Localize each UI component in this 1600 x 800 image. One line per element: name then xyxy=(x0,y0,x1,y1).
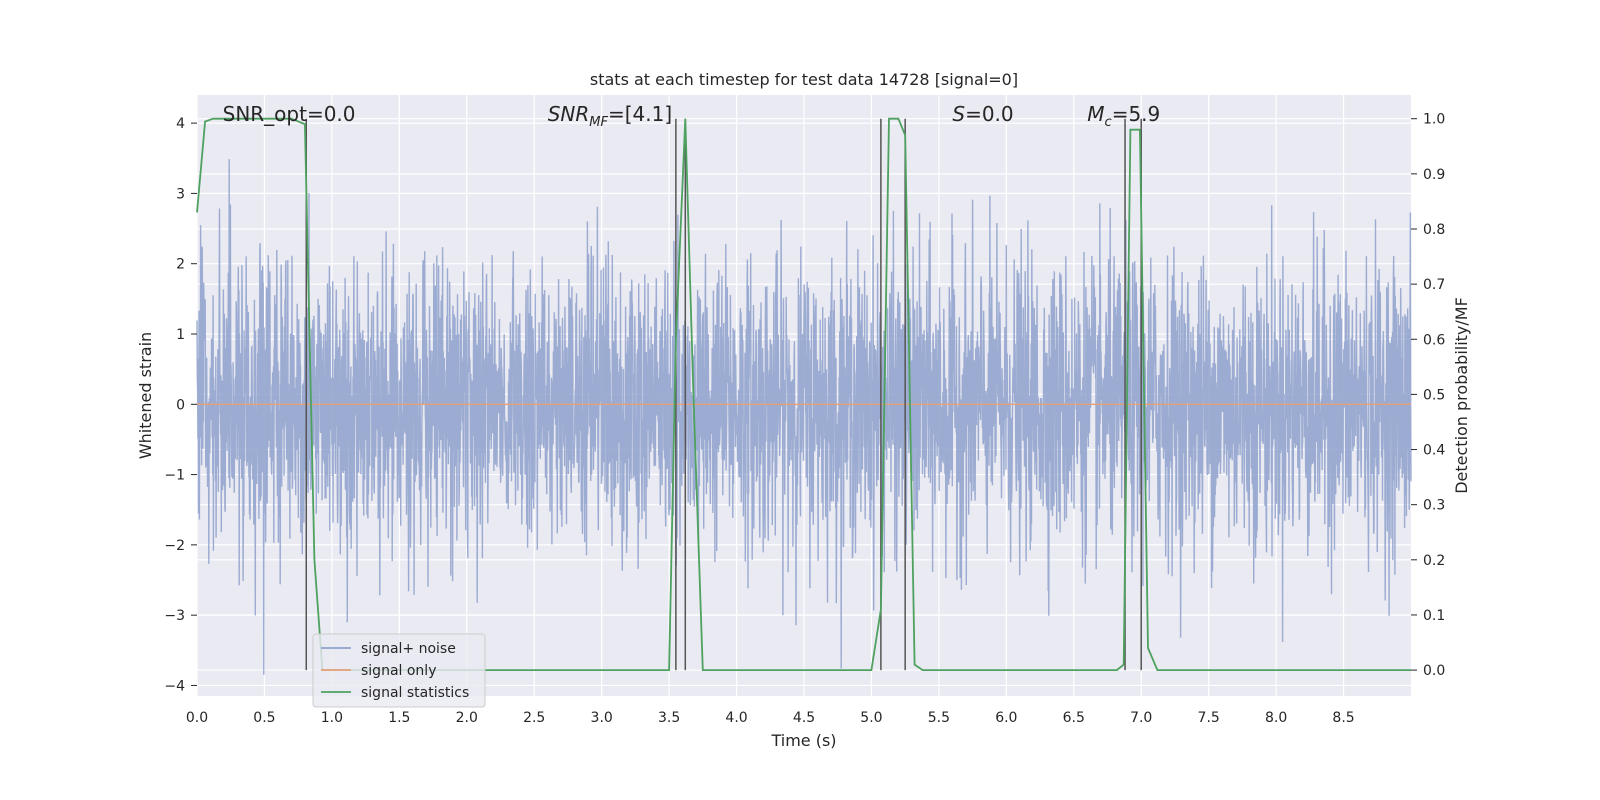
legend: signal+ noise signal only signal statistic… xyxy=(312,633,486,708)
y-tick-label: 0 xyxy=(176,397,185,413)
x-tick-label: 2.0 xyxy=(456,710,478,726)
x-tick-label: 8.0 xyxy=(1265,710,1287,726)
y-tick-label: −3 xyxy=(164,608,185,624)
legend-label: signal only xyxy=(361,663,436,679)
x-tick-label: 1.5 xyxy=(388,710,410,726)
x-tick-label: 4.0 xyxy=(725,710,747,726)
y-tick-label: 3 xyxy=(176,186,185,202)
x-tick-label: 7.0 xyxy=(1130,710,1152,726)
legend-label: signal+ noise xyxy=(361,641,456,657)
y2-tick-label: 0.8 xyxy=(1423,222,1445,238)
annotation-text: S=0.0 xyxy=(952,102,1013,126)
y2-tick-label: 0.3 xyxy=(1423,498,1445,514)
y-tick-label: −4 xyxy=(164,678,185,694)
x-axis-label: Time (s) xyxy=(770,731,836,750)
y2-tick-label: 0.1 xyxy=(1423,608,1445,624)
legend-label: signal statistics xyxy=(361,685,469,701)
x-tick-label: 6.5 xyxy=(1063,710,1085,726)
y2-tick-label: 0.2 xyxy=(1423,553,1445,569)
y-axis-ticks: −4 −3 −2 −1 0 1 2 3 4 xyxy=(164,116,197,694)
y2-tick-label: 0.7 xyxy=(1423,277,1445,293)
signal-statistics-series xyxy=(196,117,1411,671)
x-tick-label: 8.5 xyxy=(1332,710,1354,726)
x-tick-label: 7.5 xyxy=(1198,710,1220,726)
legend-box xyxy=(312,633,486,708)
x-tick-label: 3.5 xyxy=(658,710,680,726)
x-tick-label: 0.0 xyxy=(186,710,208,726)
x-tick-label: 2.5 xyxy=(523,710,545,726)
y2-axis-ticks: 0.0 0.1 0.2 0.3 0.4 0.5 0.6 0.7 0.8 0.9 1.0 xyxy=(1411,112,1445,679)
y-tick-label: −2 xyxy=(164,538,185,554)
annotation-text: Mc=5.9 xyxy=(1087,102,1160,130)
x-tick-label: 5.0 xyxy=(860,710,882,726)
signal-noise-series xyxy=(196,159,1412,675)
y2-tick-label: 0.9 xyxy=(1423,167,1445,183)
y2-tick-label: 1.0 xyxy=(1423,112,1445,128)
x-tick-label: 5.5 xyxy=(928,710,950,726)
annotation-text: SNR_opt=0.0 xyxy=(223,102,356,126)
y-axis-label: Whitened strain xyxy=(136,332,155,459)
y2-tick-label: 0.5 xyxy=(1423,387,1445,403)
y-tick-label: 2 xyxy=(176,257,185,273)
y2-tick-label: 0.6 xyxy=(1423,332,1445,348)
y-tick-label: −1 xyxy=(164,468,185,484)
y2-axis-label: Detection probability/MF xyxy=(1452,297,1471,494)
x-tick-label: 1.0 xyxy=(321,710,343,726)
x-tick-label: 6.0 xyxy=(995,710,1017,726)
x-tick-label: 3.0 xyxy=(591,710,613,726)
signal-statistics-line xyxy=(196,117,1411,671)
x-tick-label: 4.5 xyxy=(793,710,815,726)
x-axis-ticks: 0.0 0.5 1.0 1.5 2.0 2.5 3.0 3.5 4.0 4.5 5.0 5.5 6.0 6… xyxy=(186,710,1355,726)
detection-markers xyxy=(305,118,1142,671)
annotations: SNR_opt=0.0 SNRMF=[4.1] S=0.0 Mc=5.9 xyxy=(223,102,1161,130)
y2-tick-label: 0.4 xyxy=(1423,443,1445,459)
y2-tick-label: 0.0 xyxy=(1423,663,1445,679)
y-tick-label: 4 xyxy=(176,116,185,132)
signal-noise-line xyxy=(196,159,1412,675)
x-tick-label: 0.5 xyxy=(253,710,275,726)
annotation-text: SNRMF=[4.1] xyxy=(548,102,672,130)
y-tick-label: 1 xyxy=(176,327,185,343)
chart-title: stats at each timestep for test data 147… xyxy=(590,70,1018,89)
